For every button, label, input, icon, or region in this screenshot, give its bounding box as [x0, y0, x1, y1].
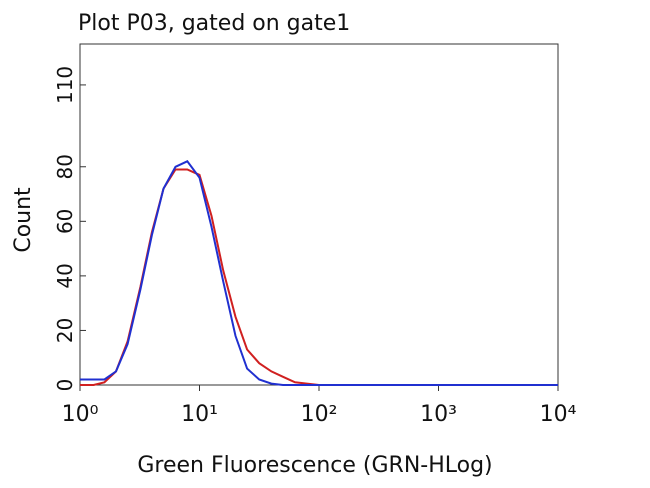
y-tick-label: 110 — [53, 66, 77, 104]
y-tick-label: 60 — [53, 209, 77, 234]
y-tick-label: 0 — [53, 379, 77, 392]
y-tick-label: 40 — [53, 263, 77, 288]
y-axis-label: Count — [11, 187, 36, 253]
x-tick-label: 10³ — [420, 402, 457, 427]
series-line — [80, 168, 558, 386]
x-tick-label: 10¹ — [181, 402, 218, 427]
series-line — [80, 160, 558, 386]
x-tick-label: 10⁰ — [62, 402, 99, 427]
plot-frame — [79, 43, 559, 386]
x-tick-label: 10⁴ — [540, 402, 577, 427]
y-tick-label: 20 — [53, 318, 77, 343]
x-tick-label: 10² — [301, 402, 338, 427]
chart-title: Plot P03, gated on gate1 — [78, 11, 350, 36]
x-axis-label: Green Fluorescence (GRN-HLog) — [137, 453, 492, 478]
y-tick-label: 80 — [53, 154, 77, 179]
